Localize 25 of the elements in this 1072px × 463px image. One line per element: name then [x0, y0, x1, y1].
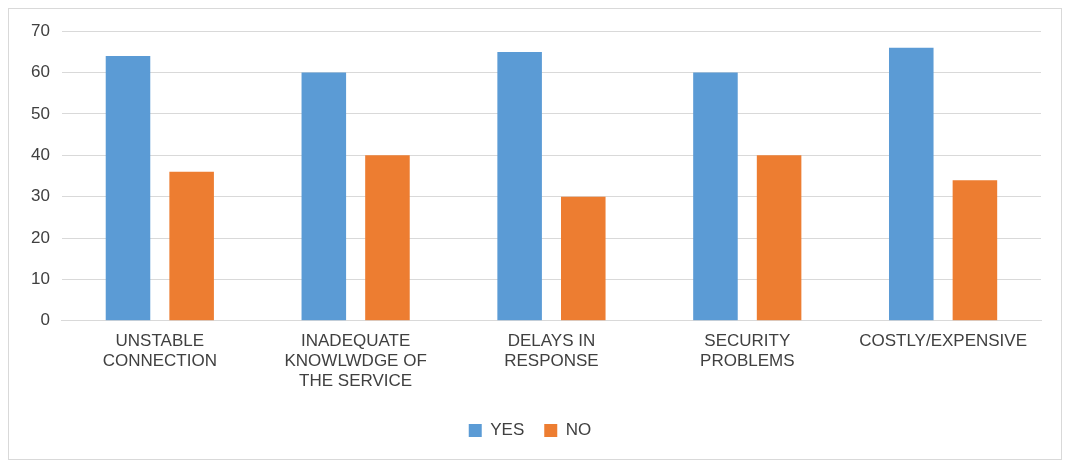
bar [105, 56, 151, 321]
y-tick-label: 30 [30, 186, 50, 206]
bar [952, 180, 998, 321]
legend-label: YES [490, 420, 525, 440]
bar [169, 171, 214, 321]
x-tick-label: SECURITY PROBLEMS [700, 330, 795, 371]
bar [497, 51, 542, 321]
y-tick-label: 0 [40, 310, 50, 330]
bar [756, 155, 802, 321]
bar [301, 72, 347, 321]
bar [693, 72, 738, 321]
y-tick-label: 60 [30, 62, 50, 82]
legend-label: NO [565, 420, 592, 440]
y-tick-label: 40 [30, 145, 50, 164]
x-tick-label: COSTLY/EXPENSIVE [859, 330, 1028, 350]
x-tick-label: DELAYS IN RESPONSE [504, 330, 599, 371]
y-tick-label: 10 [30, 269, 50, 289]
bar [365, 155, 410, 321]
x-tick-label: UNSTABLE CONNECTION [102, 330, 217, 371]
y-tick-label: 20 [30, 227, 50, 247]
y-tick-label: 70 [30, 20, 50, 40]
bar [889, 47, 934, 321]
y-tick-label: 50 [30, 103, 50, 123]
x-tick-label: INADEQUATE KNOWLWDGE OF THE SERVICE [284, 330, 427, 391]
bar [561, 196, 606, 321]
